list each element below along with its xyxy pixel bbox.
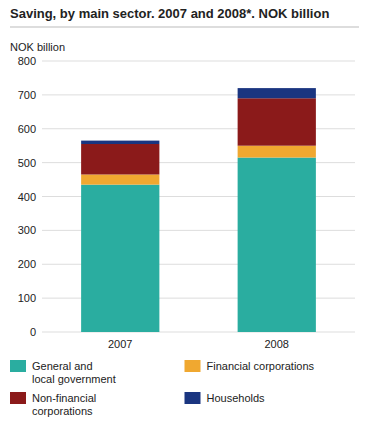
bar-segment [81, 185, 159, 332]
legend-label-line: General and [32, 360, 93, 372]
legend-swatch [185, 392, 201, 404]
legend-swatch [185, 360, 201, 372]
legend-label-line: local government [32, 373, 116, 385]
legend-label: General andlocal government [32, 360, 116, 385]
legend-swatch [10, 392, 26, 404]
y-tick-label: 700 [18, 89, 36, 101]
y-tick-label: 100 [18, 292, 36, 304]
bar-segment [81, 174, 159, 184]
bar-segment [238, 158, 316, 332]
title-line: Saving, by main sector. 2007 and 2008*. … [10, 6, 329, 21]
y-tick-label: 500 [18, 157, 36, 169]
bar-segment [81, 144, 159, 174]
legend-label: Households [207, 392, 266, 404]
grid [42, 61, 355, 332]
y-tick-label: 400 [18, 191, 36, 203]
page: {"chart_data": {"type": "bar", "stacked"… [0, 0, 369, 428]
y-tick-label: 200 [18, 258, 36, 270]
legend-label: Financial corporations [207, 360, 315, 372]
bar-segment [238, 88, 316, 98]
legend-label: Non-financialcorporations [32, 392, 96, 417]
legend: General andlocal government Financial cor… [10, 360, 315, 417]
title-rule [10, 27, 359, 28]
title: Saving, by main sector. 2007 and 2008*. … [10, 6, 329, 21]
x-tick-label: 2007 [108, 338, 132, 350]
legend-label-line: Financial corporations [207, 360, 315, 372]
legend-label-line: Non-financial [32, 392, 96, 404]
x-tick-label: 2008 [265, 338, 289, 350]
legend-swatch [10, 360, 26, 372]
y-tick-label: 800 [18, 55, 36, 67]
legend-label-line: Households [207, 392, 266, 404]
grid-line [42, 61, 355, 62]
y-axis-label: NOK billion [10, 41, 65, 53]
bar-segment [81, 141, 159, 144]
bar-segment [238, 146, 316, 158]
y-tick-label: 300 [18, 224, 36, 236]
bar-segment [238, 98, 316, 145]
y-tick-label: 600 [18, 123, 36, 135]
chart: Saving, by main sector. 2007 and 2008*. … [0, 0, 369, 428]
bars [81, 88, 316, 332]
legend-label-line: corporations [32, 405, 93, 417]
y-tick-label: 0 [30, 326, 36, 338]
